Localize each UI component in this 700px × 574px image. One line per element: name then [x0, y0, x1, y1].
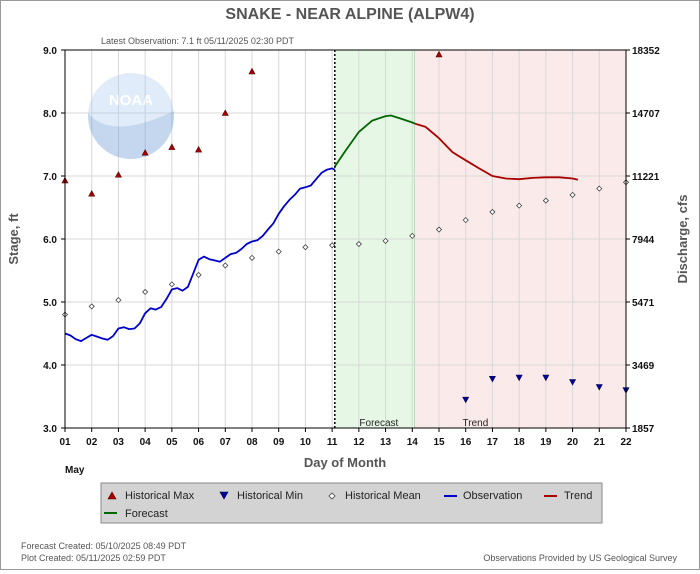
x-tick-label: 09	[273, 437, 285, 448]
latest-observation-label: Latest Observation: 7.1 ft 05/11/2025 02…	[101, 36, 294, 46]
hist-min-point	[595, 384, 603, 391]
legend-observation-label: Observation	[463, 490, 522, 502]
y-tick-right-label: 3469	[632, 361, 655, 372]
chart-title: SNAKE - NEAR ALPINE (ALPW4)	[225, 6, 474, 23]
y-tick-right-label: 14707	[632, 109, 660, 120]
hist-mean-point	[195, 271, 202, 278]
hist-mean-point	[329, 242, 336, 249]
y-tick-right-label: 7944	[632, 235, 655, 246]
legend-hist-mean-symbol	[328, 492, 336, 500]
hist-max-point	[141, 149, 149, 156]
hist-mean-point	[462, 217, 469, 224]
x-tick-label: 19	[540, 437, 552, 448]
legend-hist-min-label: Historical Min	[237, 490, 303, 502]
hist-mean-point	[222, 262, 229, 269]
x-tick-label: 03	[113, 437, 125, 448]
y-tick-left-label: 9.0	[43, 46, 57, 57]
x-tick-label: 17	[487, 437, 499, 448]
y-tick-right-label: 11221	[632, 172, 660, 183]
forecast-line	[334, 114, 416, 168]
hist-mean-point	[489, 208, 496, 215]
noaa-logo: NOAA	[88, 73, 174, 159]
y-tick-right-label: 18352	[632, 46, 660, 57]
noaa-logo-text: NOAA	[109, 92, 153, 109]
x-tick-label: 11	[327, 437, 338, 448]
x-tick-label: 13	[380, 437, 392, 448]
hist-mean-point	[302, 244, 309, 251]
x-tick-label: 15	[433, 437, 445, 448]
forecast-band-label: Forecast	[359, 418, 398, 429]
hist-min-point	[462, 396, 470, 404]
y-tick-left-label: 5.0	[43, 298, 57, 309]
legend-box	[100, 482, 603, 524]
legend-hist-min-symbol	[219, 491, 229, 500]
y-tick-right-label: 1857	[632, 424, 655, 435]
hist-max-point	[221, 109, 229, 116]
legend: Historical Max Historical Min Historical…	[100, 482, 603, 524]
month-label: May	[65, 465, 85, 476]
x-tick-label: 07	[220, 437, 232, 448]
legend-trend-label: Trend	[564, 490, 592, 502]
hist-min-point	[569, 379, 577, 386]
x-tick-label: 06	[193, 437, 205, 448]
hist-mean-point	[542, 197, 549, 204]
hist-mean-point	[142, 288, 149, 295]
hist-min-point	[488, 376, 496, 383]
hist-max-point	[248, 67, 256, 75]
x-axis-label: Day of Month	[304, 455, 386, 470]
x-tick-label: 04	[140, 437, 152, 448]
hist-max-point	[435, 50, 443, 58]
legend-forecast-label: Forecast	[125, 508, 168, 520]
hist-mean-point	[516, 202, 523, 209]
hist-mean-point	[355, 240, 362, 248]
x-tick-label: 20	[567, 437, 579, 448]
x-tick-label: 21	[594, 437, 606, 448]
hist-max-point	[168, 143, 176, 150]
y-tick-left-label: 6.0	[43, 235, 57, 246]
hist-mean-point	[168, 281, 175, 288]
x-tick-label: 16	[460, 437, 472, 448]
y-tick-left-label: 4.0	[43, 361, 57, 372]
x-tick-label: 05	[166, 437, 178, 448]
x-tick-label: 10	[300, 437, 312, 448]
hist-mean-point	[88, 303, 95, 310]
hist-max-point	[88, 190, 96, 197]
legend-hist-mean-label: Historical Mean	[345, 490, 421, 502]
hist-max-point	[195, 145, 203, 153]
hist-mean-point	[435, 226, 443, 233]
hist-min-point	[542, 374, 550, 382]
hist-mean-point	[275, 248, 282, 255]
hist-mean-point	[115, 297, 122, 304]
x-tick-label: 22	[620, 437, 632, 448]
hist-mean-point	[382, 237, 389, 244]
y-tick-right-label: 5471	[632, 298, 655, 309]
hist-mean-point	[248, 254, 256, 261]
y-axis-left-label: Stage, ft	[6, 213, 21, 265]
hist-min-point	[515, 374, 523, 382]
x-tick-label: 08	[246, 437, 258, 448]
x-tick-label: 12	[353, 437, 365, 448]
x-tick-label: 18	[514, 437, 526, 448]
legend-hist-max-symbol	[107, 491, 117, 500]
plot-created-label: Plot Created: 05/11/2025 02:59 PDT	[21, 553, 166, 563]
hist-mean-point	[409, 232, 416, 239]
y-axis-right-label: Discharge, cfs	[675, 195, 690, 284]
trend-line	[414, 122, 579, 181]
x-tick-label: 14	[407, 437, 419, 448]
trend-band-label: Trend	[463, 418, 489, 429]
x-tick-label: 02	[86, 437, 98, 448]
hist-mean-point	[569, 191, 576, 198]
usgs-credit-label: Observations Provided by US Geological S…	[483, 553, 677, 563]
y-tick-left-label: 8.0	[43, 109, 57, 120]
hist-mean-point	[596, 185, 603, 192]
y-tick-left-label: 3.0	[43, 424, 57, 435]
hist-max-point	[114, 171, 122, 178]
x-tick-label: 01	[59, 437, 71, 448]
observation-line	[64, 167, 336, 343]
legend-hist-max-label: Historical Max	[125, 490, 195, 502]
y-tick-left-label: 7.0	[43, 172, 57, 183]
forecast-created-label: Forecast Created: 05/10/2025 08:49 PDT	[21, 541, 187, 551]
